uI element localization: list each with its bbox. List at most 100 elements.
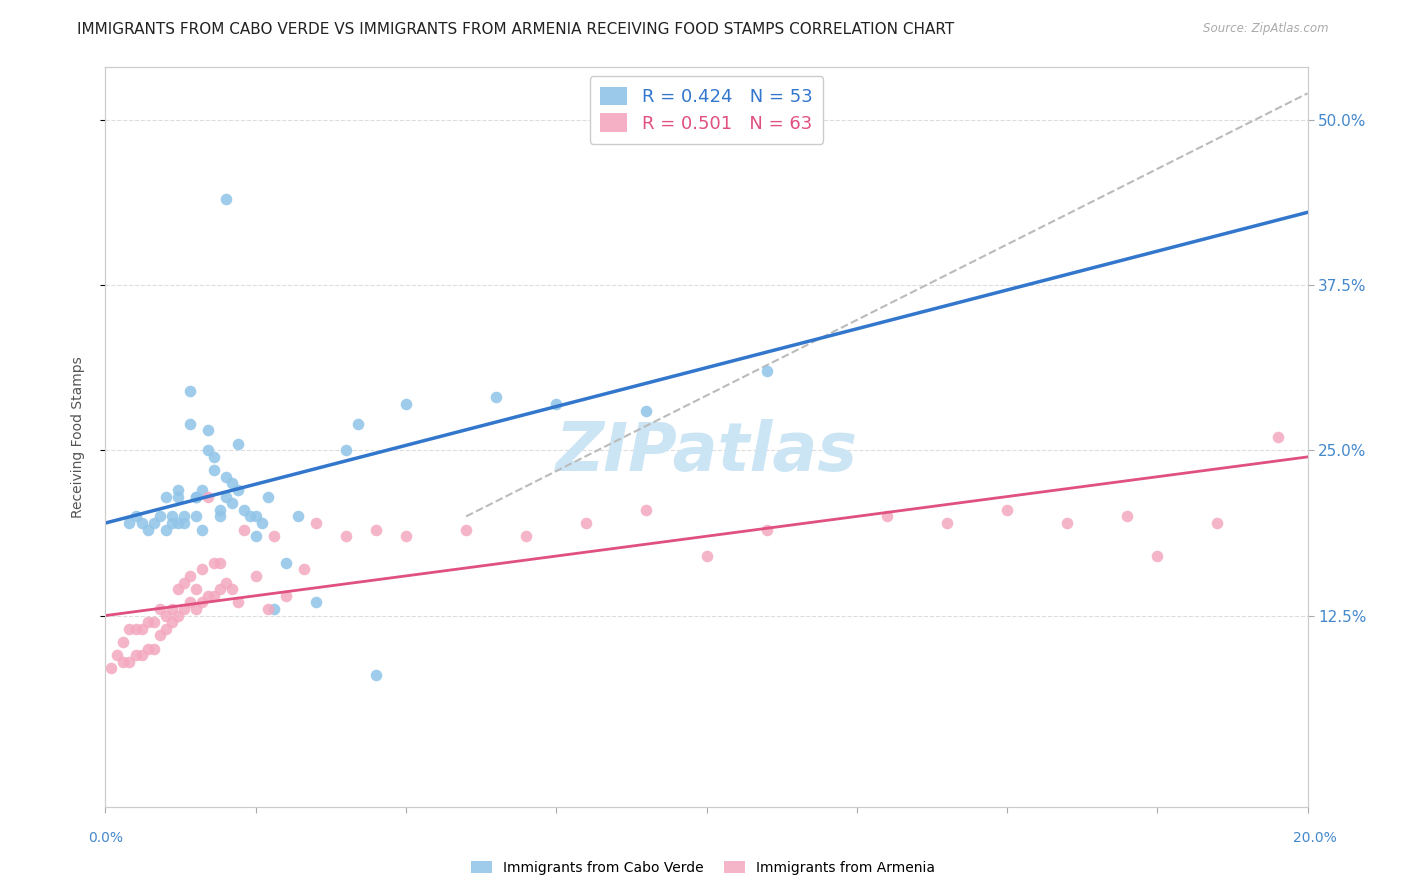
Point: [131, 622, 153, 636]
Point: [995, 503, 1018, 517]
Text: ZIPatlas: ZIPatlas: [555, 419, 858, 485]
Point: [364, 668, 387, 682]
Text: Source: ZipAtlas.com: Source: ZipAtlas.com: [1204, 22, 1329, 36]
Point: [142, 641, 165, 656]
Point: [214, 575, 236, 590]
Point: [364, 523, 387, 537]
Text: 20.0%: 20.0%: [1292, 831, 1337, 846]
Point: [131, 648, 153, 663]
Point: [202, 556, 225, 570]
Point: [221, 582, 243, 596]
Point: [190, 595, 212, 609]
Point: [118, 622, 141, 636]
Point: [208, 503, 231, 517]
Point: [1146, 549, 1168, 563]
Point: [107, 648, 129, 663]
Point: [124, 648, 146, 663]
Point: [214, 490, 236, 504]
Point: [190, 562, 212, 576]
Point: [755, 364, 778, 378]
Point: [190, 523, 212, 537]
Point: [136, 641, 159, 656]
Point: [142, 516, 165, 530]
Point: [292, 562, 315, 576]
Point: [226, 483, 249, 497]
Y-axis label: Receiving Food Stamps: Receiving Food Stamps: [70, 356, 84, 518]
Point: [263, 602, 285, 616]
Point: [142, 615, 165, 630]
Point: [155, 608, 177, 623]
Point: [179, 417, 201, 431]
Legend: R = 0.424   N = 53, R = 0.501   N = 63: R = 0.424 N = 53, R = 0.501 N = 63: [589, 76, 824, 144]
Point: [179, 384, 201, 398]
Point: [335, 529, 357, 543]
Point: [256, 602, 278, 616]
Point: [148, 602, 170, 616]
Point: [160, 602, 183, 616]
Point: [184, 490, 207, 504]
Point: [118, 655, 141, 669]
Point: [876, 509, 898, 524]
Point: [197, 490, 219, 504]
Point: [148, 628, 170, 642]
Point: [221, 476, 243, 491]
Point: [347, 417, 370, 431]
Point: [245, 529, 267, 543]
Point: [395, 397, 418, 411]
Point: [232, 523, 254, 537]
Point: [155, 523, 177, 537]
Point: [124, 622, 146, 636]
Point: [263, 529, 285, 543]
Point: [173, 509, 195, 524]
Point: [160, 509, 183, 524]
Point: [636, 403, 658, 417]
Point: [160, 516, 183, 530]
Point: [173, 516, 195, 530]
Point: [166, 582, 188, 596]
Point: [202, 463, 225, 477]
Point: [202, 450, 225, 464]
Point: [148, 509, 170, 524]
Point: [239, 509, 262, 524]
Point: [173, 602, 195, 616]
Point: [221, 496, 243, 510]
Point: [546, 397, 568, 411]
Point: [197, 443, 219, 458]
Legend: Immigrants from Cabo Verde, Immigrants from Armenia: Immigrants from Cabo Verde, Immigrants f…: [465, 855, 941, 880]
Point: [936, 516, 959, 530]
Point: [166, 490, 188, 504]
Point: [1267, 430, 1289, 444]
Point: [202, 589, 225, 603]
Point: [190, 483, 212, 497]
Point: [197, 589, 219, 603]
Point: [575, 516, 598, 530]
Point: [112, 635, 135, 649]
Point: [245, 569, 267, 583]
Point: [208, 509, 231, 524]
Point: [245, 509, 267, 524]
Point: [1056, 516, 1078, 530]
Point: [166, 608, 188, 623]
Point: [636, 503, 658, 517]
Point: [136, 615, 159, 630]
Point: [184, 490, 207, 504]
Point: [250, 516, 273, 530]
Point: [184, 602, 207, 616]
Point: [208, 556, 231, 570]
Point: [173, 575, 195, 590]
Point: [274, 556, 297, 570]
Point: [515, 529, 537, 543]
Point: [214, 192, 236, 206]
Point: [287, 509, 309, 524]
Text: 0.0%: 0.0%: [89, 831, 122, 846]
Point: [166, 516, 188, 530]
Point: [136, 523, 159, 537]
Point: [274, 589, 297, 603]
Point: [179, 595, 201, 609]
Point: [155, 622, 177, 636]
Point: [124, 509, 146, 524]
Point: [305, 516, 328, 530]
Point: [131, 516, 153, 530]
Point: [755, 523, 778, 537]
Point: [208, 582, 231, 596]
